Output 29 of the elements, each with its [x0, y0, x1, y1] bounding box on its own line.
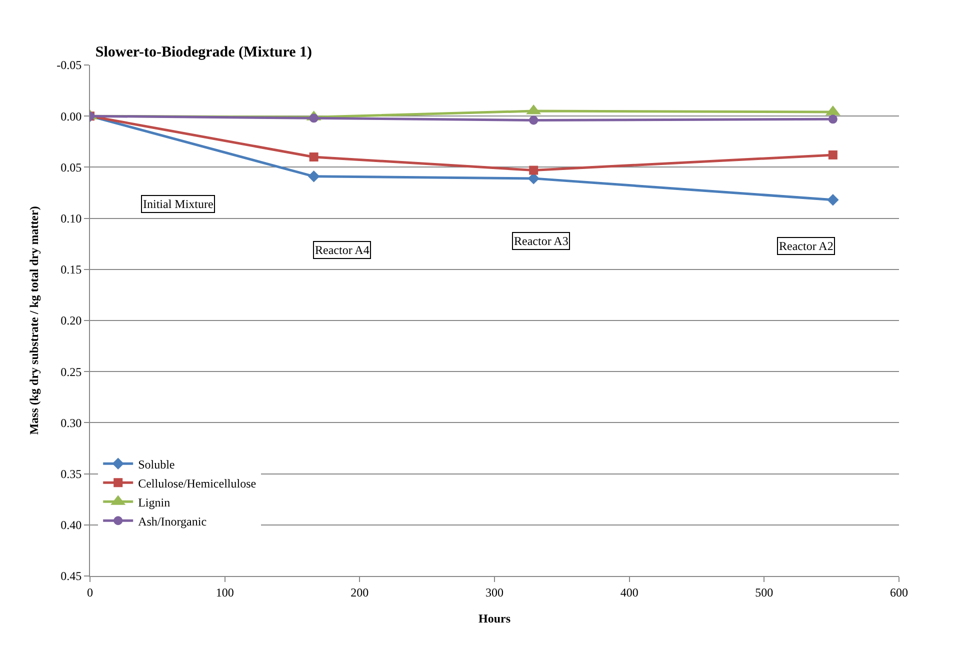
x-tick-label: 400: [620, 585, 638, 600]
legend-label: Soluble: [138, 457, 175, 472]
annotation: Reactor A2: [779, 239, 834, 253]
x-tick-label: 300: [486, 585, 504, 600]
legend-label: Cellulose/Hemicellulose: [138, 476, 256, 490]
annotation: Reactor A3: [514, 234, 568, 248]
y-tick-label: 0.10: [60, 212, 82, 226]
y-tick-label: 0.20: [60, 314, 82, 328]
y-tick-label: 0.25: [60, 364, 82, 379]
annotation: Initial Mixture: [143, 197, 214, 211]
y-axis-title: Mass (kg dry substrate / kg total dry matter): [26, 206, 41, 435]
x-tick-label: 0: [87, 585, 93, 600]
x-tick-label: 200: [350, 585, 369, 600]
chart-title: Slower-to-Biodegrade (Mixture 1): [95, 44, 312, 60]
x-tick-label: 600: [890, 585, 908, 600]
y-tick-label: 0.30: [60, 416, 82, 430]
y-tick-label: 0.15: [60, 262, 82, 277]
x-tick-label: 100: [216, 585, 234, 600]
x-tick-label: 500: [755, 585, 774, 600]
legend-label: Ash/Inorganic: [138, 514, 207, 528]
y-tick-label: 0.40: [60, 518, 82, 532]
y-tick-label: 0.00: [60, 109, 82, 124]
annotation: Reactor A4: [315, 243, 370, 257]
x-axis-title: Hours: [478, 611, 511, 626]
legend-label: Lignin: [138, 495, 170, 510]
y-tick-label: 0.05: [60, 160, 82, 174]
y-tick-label: -0.05: [56, 58, 82, 72]
y-tick-label: 0.35: [60, 467, 82, 481]
y-tick-label: 0.45: [60, 569, 82, 584]
